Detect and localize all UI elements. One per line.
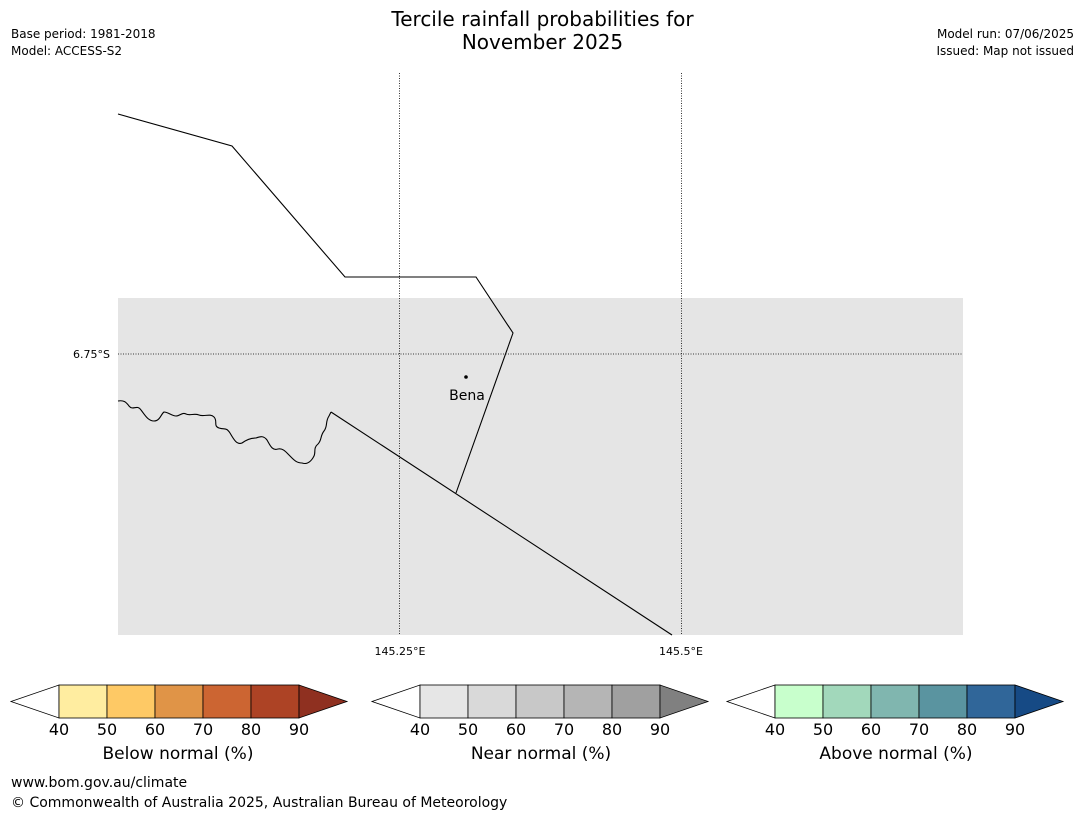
above-colorbar-max-arrow xyxy=(1014,684,1065,719)
below-colorbar-min-arrow xyxy=(9,684,60,719)
below-colorbar-segment xyxy=(154,684,204,719)
longitude-label-1: 145.25°E xyxy=(375,645,426,658)
latitude-label: 6.75°S xyxy=(73,348,110,361)
above-colorbar-tick-label: 60 xyxy=(861,720,881,739)
above-colorbar-tick-label: 40 xyxy=(765,720,785,739)
below-colorbar-segment xyxy=(106,684,156,719)
above-colorbar-segment xyxy=(918,684,968,719)
above-colorbar-segment xyxy=(966,684,1016,719)
below-colorbar-segment xyxy=(202,684,252,719)
probability-field xyxy=(118,298,963,635)
below-colorbar-segment xyxy=(58,684,108,719)
near-colorbar-segment xyxy=(611,684,661,719)
below-colorbar-tick-label: 60 xyxy=(145,720,165,739)
meta-right: Model run: 07/06/2025 Issued: Map not is… xyxy=(936,26,1074,60)
above-colorbar-tick-label: 80 xyxy=(957,720,977,739)
near-normal-title: Near normal (%) xyxy=(470,744,612,764)
bena-label: Bena xyxy=(449,388,485,404)
river-line xyxy=(117,400,332,464)
near-colorbar-tick-label: 70 xyxy=(554,720,574,739)
above-colorbar-tick-label: 50 xyxy=(813,720,833,739)
near-colorbar-tick-label: 40 xyxy=(410,720,430,739)
above-colorbar-segment xyxy=(774,684,824,719)
near-colorbar-max-arrow xyxy=(659,684,710,719)
near-colorbar-segment xyxy=(515,684,565,719)
map-title: Tercile rainfall probabilities for Novem… xyxy=(300,8,785,54)
near-colorbar-segment xyxy=(419,684,469,719)
longitude-label-2: 145.5°E xyxy=(659,645,703,658)
above-normal-title: Above normal (%) xyxy=(819,744,973,764)
model-name: Model: ACCESS-S2 xyxy=(11,44,123,58)
below-colorbar-tick-label: 40 xyxy=(49,720,69,739)
model-run: Model run: 07/06/2025 xyxy=(936,27,1074,41)
below-colorbar-max-arrow xyxy=(298,684,349,719)
title-line-1: Tercile rainfall probabilities for xyxy=(391,7,694,31)
meta-left: Base period: 1981-2018 Model: ACCESS-S2 xyxy=(11,26,156,60)
above-colorbar-segment xyxy=(822,684,872,719)
near-colorbar-tick-label: 90 xyxy=(650,720,670,739)
below-colorbar-tick-label: 90 xyxy=(289,720,309,739)
below-colorbar-segment xyxy=(250,684,300,719)
issued-status: Issued: Map not issued xyxy=(936,44,1074,58)
below-normal-title: Below normal (%) xyxy=(102,744,254,764)
footer-url: www.bom.gov.au/climate xyxy=(11,775,188,791)
above-colorbar-tick-label: 90 xyxy=(1005,720,1025,739)
above-colorbar-tick-label: 70 xyxy=(909,720,929,739)
district-boundary xyxy=(117,113,514,494)
near-colorbar-segment xyxy=(563,684,613,719)
below-colorbar-tick-label: 70 xyxy=(193,720,213,739)
above-colorbar-segment xyxy=(870,684,920,719)
below-colorbar-tick-label: 50 xyxy=(97,720,117,739)
near-colorbar-segment xyxy=(467,684,517,719)
near-colorbar-tick-label: 80 xyxy=(602,720,622,739)
near-colorbar-tick-label: 50 xyxy=(458,720,478,739)
above-colorbar-min-arrow xyxy=(725,684,776,719)
title-line-2: November 2025 xyxy=(461,30,624,54)
near-colorbar-min-arrow xyxy=(370,684,421,719)
below-colorbar-tick-label: 80 xyxy=(241,720,261,739)
base-period: Base period: 1981-2018 xyxy=(11,27,156,41)
colorbar-legends: 40 50 60 70 80 90 40 50 60 70 80 90 40 50 60 70 80 90 xyxy=(9,684,1065,739)
near-colorbar-tick-label: 60 xyxy=(506,720,526,739)
district-boundary-south xyxy=(330,411,673,636)
bena-marker xyxy=(464,375,468,379)
footer-copyright: © Commonwealth of Australia 2025, Austra… xyxy=(11,795,508,811)
